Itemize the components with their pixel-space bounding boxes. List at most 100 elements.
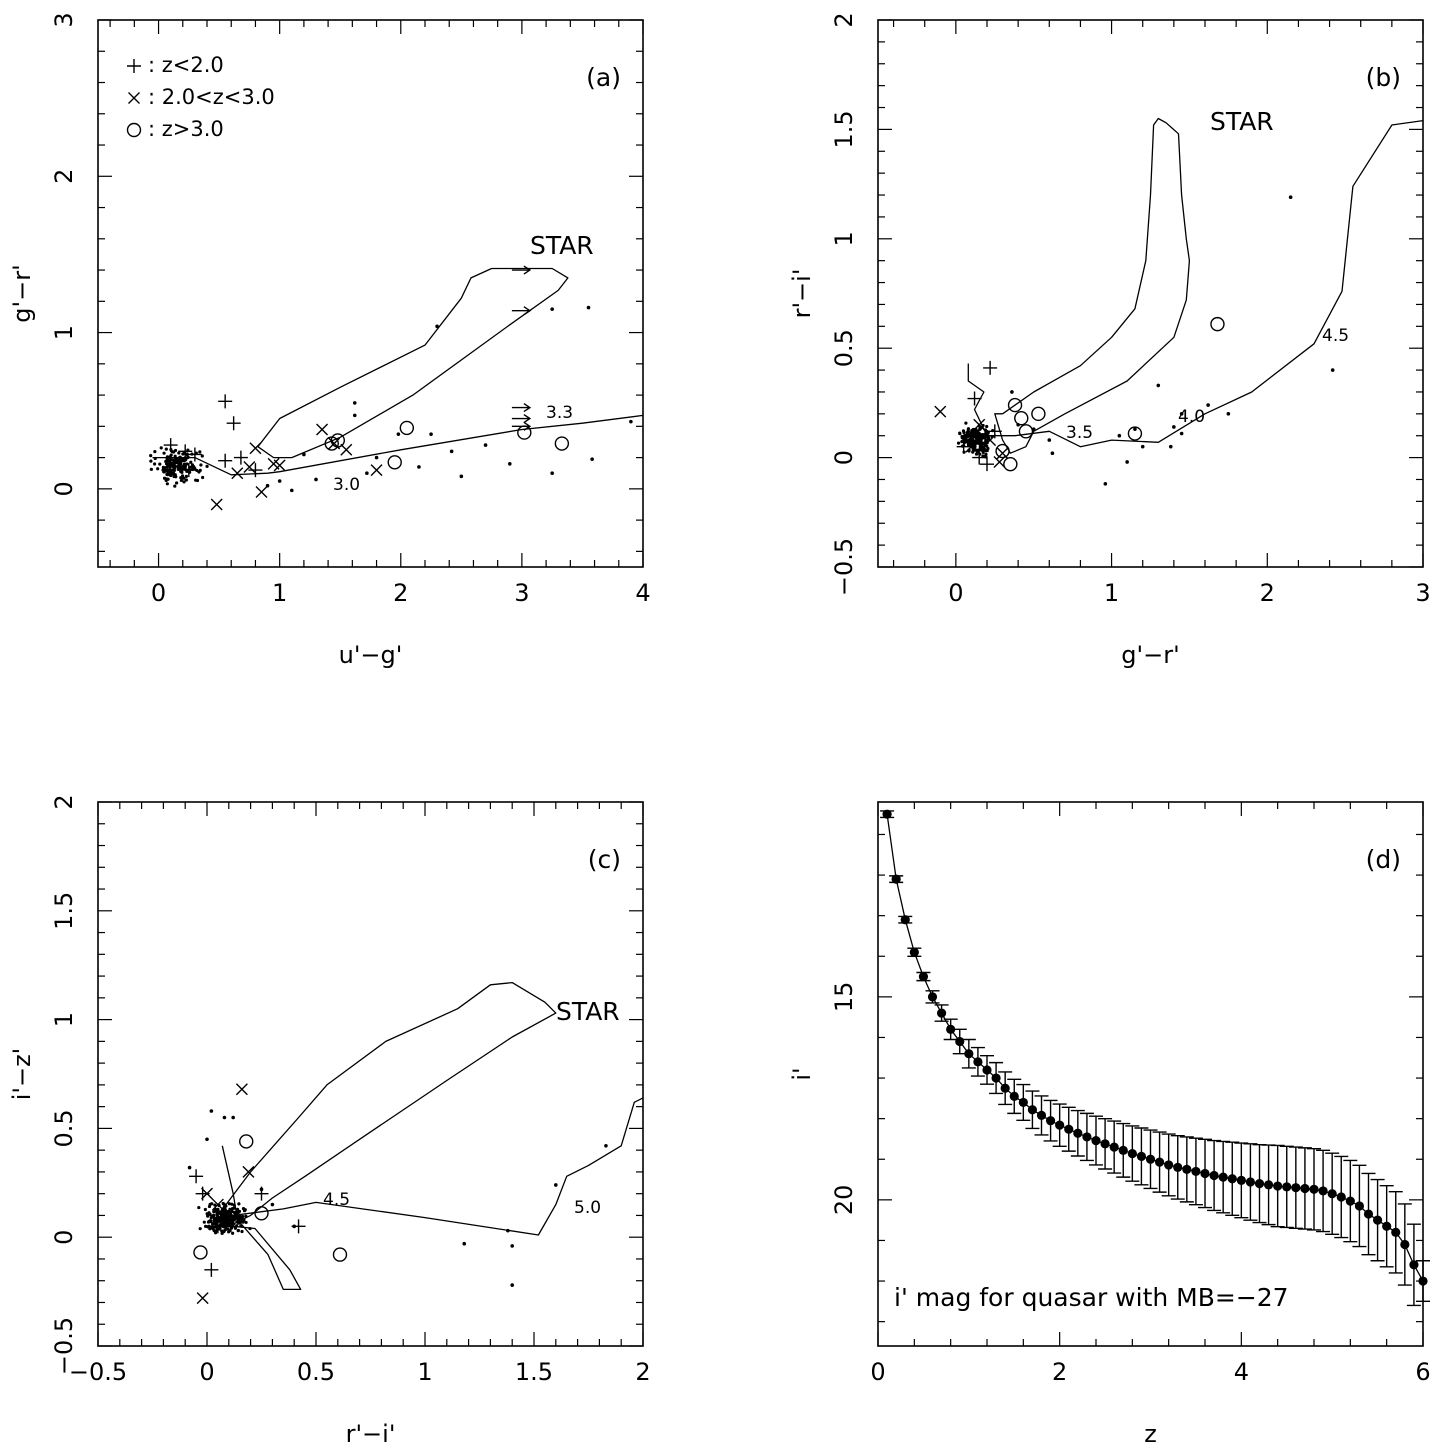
star-label: STAR	[1210, 107, 1274, 136]
cross-marker	[249, 442, 262, 455]
circle-marker	[517, 425, 532, 440]
data-point	[162, 451, 166, 455]
data-point	[240, 1229, 244, 1234]
data-point	[229, 1225, 233, 1229]
y-tick-label: 0.5	[830, 329, 858, 367]
data-point	[1027, 1105, 1038, 1115]
x-tick-label: −0.5	[69, 1358, 127, 1386]
data-point	[215, 1210, 219, 1215]
data-point	[1418, 1276, 1428, 1286]
y-tick-label: 1	[50, 1012, 78, 1027]
plot-annotation: i' mag for quasar with MB=−27	[894, 1283, 1289, 1312]
data-point	[229, 1213, 233, 1217]
x-tick-label: 0	[151, 579, 166, 607]
legend-entry: : z<2.0	[148, 53, 224, 77]
data-point	[220, 1218, 225, 1223]
data-point	[184, 478, 188, 482]
x-tick-label: 2	[1260, 579, 1275, 607]
data-point	[198, 468, 202, 472]
data-point	[985, 424, 989, 429]
plus-marker	[163, 459, 178, 474]
cross-marker	[128, 92, 140, 104]
data-point	[199, 463, 203, 467]
cross-marker	[965, 440, 978, 453]
data-point	[205, 1137, 209, 1142]
data-point	[1363, 1209, 1374, 1219]
data-point	[971, 439, 976, 443]
data-point	[212, 1209, 216, 1214]
x-tick-label: 2	[393, 579, 408, 607]
plus-marker	[189, 1169, 204, 1184]
plus-marker	[233, 450, 248, 465]
y-tick-label: 20	[830, 1185, 858, 1216]
data-point	[1291, 1183, 1301, 1193]
data-point	[149, 467, 153, 471]
data-point	[966, 430, 971, 434]
cross-marker	[222, 1215, 235, 1228]
plus-marker	[218, 394, 233, 409]
data-point	[171, 471, 175, 475]
data-point	[227, 1202, 231, 1206]
data-point	[211, 1227, 215, 1231]
data-point	[960, 440, 964, 444]
star-locus-curve	[994, 117, 1191, 454]
data-point	[153, 450, 157, 454]
y-tick-label: −0.5	[50, 1317, 78, 1375]
data-point	[170, 450, 174, 454]
data-point	[1082, 1132, 1092, 1142]
cross-marker	[973, 418, 986, 431]
data-point	[175, 460, 180, 465]
data-point	[352, 401, 357, 405]
data-point	[1010, 390, 1014, 394]
data-point	[550, 471, 554, 476]
data-point	[165, 482, 169, 486]
data-point	[483, 443, 488, 447]
data-point	[201, 475, 205, 480]
data-point	[164, 447, 168, 451]
data-point	[991, 1073, 1001, 1083]
circle-marker	[1018, 424, 1034, 439]
cross-marker	[210, 498, 223, 511]
data-point	[163, 468, 167, 472]
plot-frame	[97, 19, 644, 568]
circle-marker	[193, 1245, 208, 1260]
circle-marker	[1007, 397, 1023, 413]
data-point	[982, 1065, 992, 1075]
plus-marker	[972, 450, 987, 465]
data-point	[1118, 1145, 1128, 1155]
plus-marker	[187, 447, 202, 462]
cross-marker	[196, 1292, 209, 1305]
data-point	[629, 419, 633, 424]
data-point	[590, 457, 594, 461]
x-tick-label: 1	[417, 1358, 432, 1386]
panel-tag: (a)	[586, 63, 621, 92]
data-point	[1263, 1180, 1274, 1190]
circle-marker	[554, 436, 570, 451]
data-point	[1125, 460, 1129, 464]
data-point	[302, 452, 306, 457]
y-tick-label: 1.5	[830, 110, 858, 148]
redshift-label: 4.5	[323, 1190, 350, 1210]
circle-marker	[387, 455, 402, 470]
data-point	[220, 1229, 224, 1233]
data-point	[184, 474, 189, 478]
data-point	[222, 1212, 227, 1216]
y-axis-label: i'	[788, 1067, 816, 1080]
data-point	[1173, 1162, 1183, 1172]
data-point	[964, 421, 968, 425]
quasar-track-curve	[967, 119, 1424, 448]
y-axis-label: r'−i'	[788, 269, 816, 319]
panel-d: 0 2 4 6 15 20 z i' (d) i' mag for quasar with MB=…	[788, 801, 1431, 1448]
data-point	[1282, 1182, 1292, 1192]
data-point	[1018, 1097, 1028, 1108]
data-point	[1327, 1189, 1337, 1199]
data-point	[981, 423, 985, 428]
data-point	[1064, 1124, 1074, 1134]
data-point	[220, 1221, 224, 1226]
data-point	[1226, 412, 1231, 416]
data-point	[1127, 1148, 1137, 1159]
x-tick-label: 1	[272, 579, 287, 607]
x-tick-label: 0.5	[297, 1358, 335, 1386]
data-point	[1309, 1184, 1319, 1194]
data-point	[1400, 1239, 1410, 1250]
